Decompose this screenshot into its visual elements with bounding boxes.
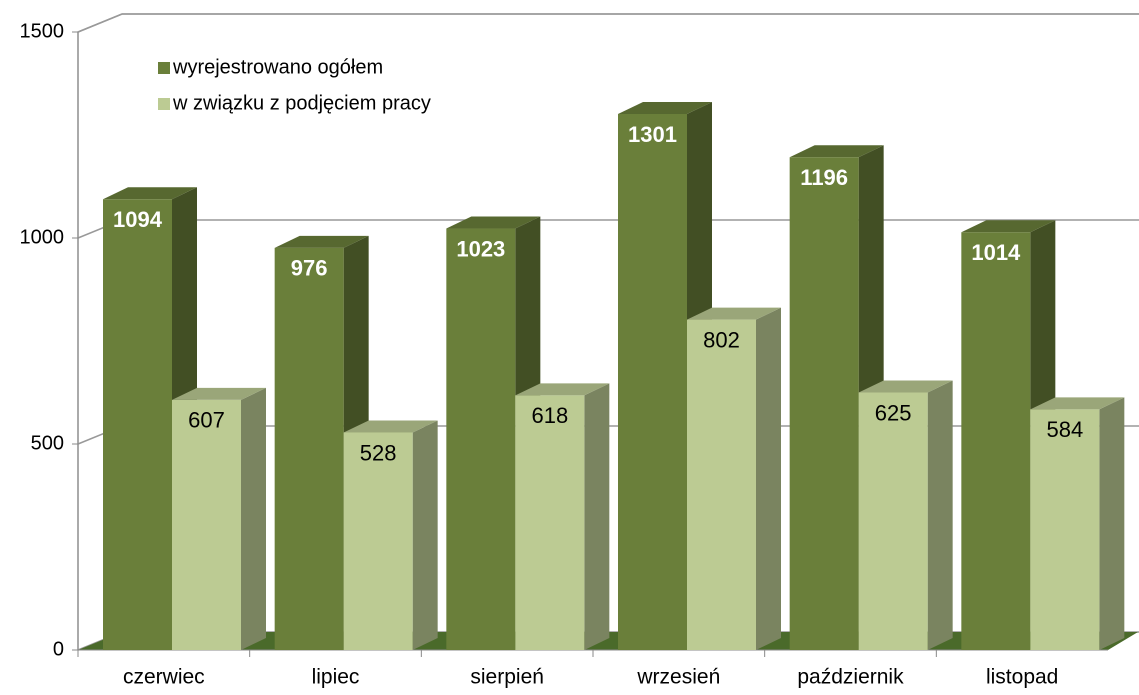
bar-top bbox=[687, 307, 781, 320]
bar bbox=[618, 113, 687, 651]
bar bbox=[687, 319, 756, 650]
bar-side bbox=[241, 387, 266, 650]
bar-top bbox=[858, 380, 953, 393]
bar-side bbox=[412, 420, 438, 650]
x-tick-label: październik bbox=[797, 666, 904, 689]
bar-top bbox=[343, 420, 438, 433]
bar bbox=[1030, 409, 1100, 650]
data-label: 618 bbox=[531, 403, 568, 428]
x-tick-label: wrzesień bbox=[636, 666, 720, 689]
bar bbox=[343, 432, 413, 650]
data-label: 1196 bbox=[800, 165, 848, 190]
bar bbox=[274, 247, 344, 650]
bar bbox=[172, 399, 241, 650]
bar-side bbox=[927, 380, 953, 650]
x-tick-label: listopad bbox=[986, 666, 1058, 689]
x-tick-label: lipiec bbox=[312, 666, 360, 689]
x-tick-label: sierpień bbox=[470, 666, 544, 689]
data-label: 1023 bbox=[456, 236, 505, 261]
bar-top bbox=[618, 101, 712, 114]
bar-top bbox=[103, 187, 197, 200]
bar-top bbox=[789, 145, 884, 158]
bar-top bbox=[446, 216, 541, 229]
bar bbox=[103, 199, 172, 650]
x-tick-label: czerwiec bbox=[123, 666, 205, 689]
bar-top bbox=[172, 387, 266, 400]
legend-label: wyrejestrowano ogółem bbox=[172, 56, 383, 78]
data-label: 976 bbox=[291, 256, 328, 281]
bar-side bbox=[756, 307, 781, 650]
legend-label: w związku z podjęciem pracy bbox=[172, 92, 431, 114]
data-label: 607 bbox=[188, 408, 225, 433]
data-label: 802 bbox=[703, 327, 740, 352]
bar bbox=[446, 228, 516, 651]
y-tick-label: 500 bbox=[31, 432, 64, 454]
legend-swatch bbox=[158, 62, 170, 74]
y-tick-label: 0 bbox=[53, 638, 64, 660]
y-tick-label: 1000 bbox=[20, 226, 65, 248]
bar-top bbox=[1030, 397, 1125, 410]
bar bbox=[515, 395, 585, 650]
bar-top bbox=[515, 383, 610, 396]
bar bbox=[961, 232, 1031, 650]
data-label: 1014 bbox=[971, 240, 1021, 265]
bar-top bbox=[961, 220, 1056, 233]
bar-side bbox=[1099, 397, 1125, 650]
grid-line bbox=[77, 13, 1139, 33]
bar bbox=[858, 392, 928, 650]
data-label: 625 bbox=[875, 400, 912, 425]
data-label: 1094 bbox=[113, 207, 163, 232]
data-label: 1301 bbox=[628, 122, 677, 147]
bar-side bbox=[584, 383, 610, 650]
bar-top bbox=[274, 235, 369, 248]
bar bbox=[789, 157, 859, 651]
y-tick-label: 1500 bbox=[20, 20, 65, 42]
data-label: 528 bbox=[360, 440, 397, 465]
legend-swatch bbox=[158, 98, 170, 110]
data-label: 584 bbox=[1046, 417, 1083, 442]
